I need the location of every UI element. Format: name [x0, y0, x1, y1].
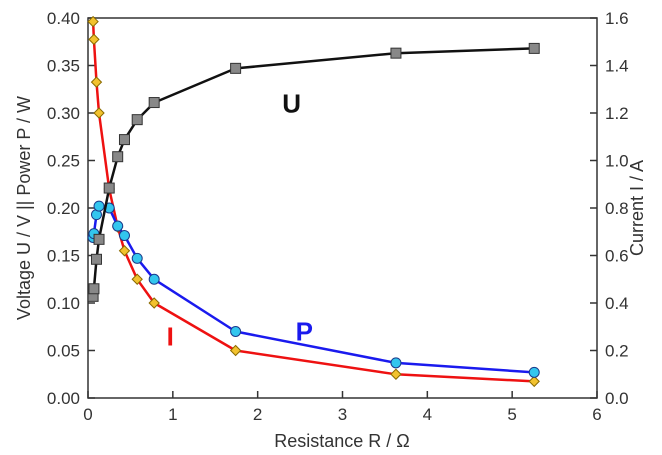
- series-u-point: [112, 151, 124, 163]
- series-p-point: [118, 230, 130, 242]
- x-tick-label: 6: [592, 405, 601, 424]
- series-i-point: [93, 107, 105, 119]
- series-u-point: [103, 182, 115, 194]
- series-u-line: [91, 47, 535, 297]
- x-axis-title: Resistance R / Ω: [274, 431, 410, 451]
- series-i-point: [90, 76, 103, 88]
- y-right-tick-label: 1.6: [605, 9, 629, 28]
- series-i-point: [88, 33, 100, 46]
- y-left-tick-label: 0.30: [47, 104, 80, 123]
- y-right-tick-label: 0.0: [605, 389, 629, 408]
- series-i-point: [528, 375, 540, 388]
- series-p-point: [148, 273, 160, 285]
- ticks-layer: 0 1 2 3 4 5 6 0.00 0.05 0.10 0.15 0.20 0.25 0.30 0.35 0…: [47, 9, 629, 424]
- series-i-point: [148, 297, 160, 309]
- series-u-point: [90, 253, 102, 265]
- y-left-tick-label: 0.25: [47, 152, 80, 171]
- y-left-tick-label: 0.10: [47, 294, 80, 313]
- y-left-tick-label: 0.05: [47, 342, 80, 361]
- series-p-point: [390, 357, 402, 369]
- series-u-point: [118, 134, 130, 146]
- y-right-tick-label: 0.4: [605, 294, 629, 313]
- series-i-point: [118, 245, 131, 257]
- y-right-tick-label: 0.6: [605, 247, 629, 266]
- y-left-tick-label: 0.40: [47, 9, 80, 28]
- series-label-p: P: [296, 317, 313, 347]
- series-u-point: [88, 283, 100, 295]
- series-p-point: [230, 326, 242, 337]
- series-u-point: [230, 62, 242, 74]
- y-left-tick-label: 0.15: [47, 247, 80, 266]
- series-p-point: [528, 366, 540, 378]
- y-left-tick-label: 0.35: [47, 57, 80, 76]
- series-label-i: I: [167, 321, 174, 351]
- y-right-tick-label: 0.2: [605, 342, 629, 361]
- series-p-point: [131, 252, 143, 264]
- plot-frame: [87, 17, 598, 399]
- series-p-line: [91, 204, 535, 374]
- y-right-tick-label: 0.8: [605, 199, 629, 218]
- series-i-point: [131, 273, 143, 285]
- series-i-line: [91, 21, 535, 383]
- x-tick-label: 3: [338, 405, 347, 424]
- x-tick-label: 1: [168, 405, 177, 424]
- x-tick-label: 4: [423, 405, 432, 424]
- y-right-tick-label: 1.2: [605, 104, 629, 123]
- y-left-tick-label: 0.20: [47, 199, 80, 218]
- series-p-point: [112, 220, 124, 232]
- y-left-axis-title: Voltage U / V || Power P / W: [14, 96, 34, 320]
- x-tick-label: 0: [83, 405, 92, 424]
- series-i-point: [390, 368, 402, 380]
- y-right-tick-label: 1.4: [605, 57, 629, 76]
- series-label-u: U: [282, 89, 301, 119]
- y-right-axis-title: Current I / A: [627, 160, 647, 256]
- x-tick-label: 2: [253, 405, 262, 424]
- series-u-point: [390, 47, 402, 59]
- labels-layer: Resistance R / Ω Voltage U / V || Power …: [14, 89, 647, 452]
- x-tick-label: 5: [507, 405, 516, 424]
- series-i-point: [229, 344, 242, 357]
- series-i-point: [87, 15, 99, 28]
- series-u-point: [528, 42, 540, 54]
- series-u-point: [93, 233, 105, 245]
- series-layer: [87, 15, 540, 388]
- y-right-tick-label: 1.0: [605, 152, 629, 171]
- series-u-point: [148, 97, 160, 109]
- series-u-point: [131, 114, 143, 126]
- y-left-tick-label: 0.00: [47, 389, 80, 408]
- series-p-point: [93, 200, 105, 212]
